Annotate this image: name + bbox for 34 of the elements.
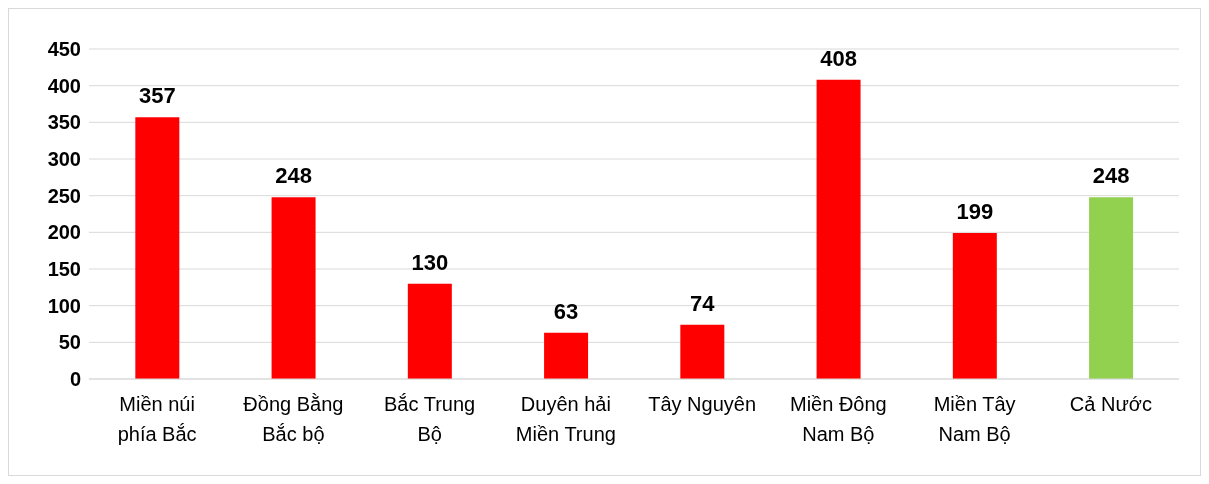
data-label: 248	[275, 163, 312, 189]
y-tick-label: 300	[47, 148, 81, 171]
bar	[135, 117, 180, 379]
y-tick-label: 350	[47, 111, 81, 134]
y-tick-label: 400	[47, 74, 81, 97]
y-tick-label: 0	[69, 368, 81, 391]
x-tick-label: Duyên hải Miền Trung	[515, 393, 616, 445]
bar	[680, 324, 725, 379]
bar	[271, 197, 316, 379]
x-tick-label: Miền Đông Nam Bộ	[790, 393, 887, 445]
y-tick-label: 250	[47, 184, 81, 207]
x-tick-label: Bắc Trung Bộ	[384, 393, 476, 445]
bar	[544, 332, 589, 379]
x-tick-label: Miền núi phía Bắc	[117, 393, 197, 445]
x-tick-label: Tây Nguyên	[648, 393, 757, 415]
y-tick-label: 450	[47, 38, 81, 61]
y-tick-label: 200	[47, 221, 81, 244]
data-label: 63	[553, 298, 579, 324]
y-tick-label: 50	[58, 331, 81, 354]
x-tick-label: Đồng Bằng Bắc bộ	[243, 393, 344, 445]
x-tick-label: Cả Nước	[1069, 393, 1152, 415]
bar	[952, 233, 997, 379]
data-label: 248	[1092, 163, 1130, 189]
data-label: 74	[690, 290, 716, 316]
x-tick-label: Miền Tây Nam Bộ	[933, 393, 1016, 445]
data-label: 408	[820, 45, 857, 71]
data-label: 130	[411, 249, 449, 275]
bar	[407, 283, 452, 379]
bar	[1089, 197, 1134, 379]
bar	[816, 79, 861, 379]
y-tick-label: 150	[47, 258, 81, 281]
data-label: 357	[138, 83, 176, 109]
data-label: 199	[956, 199, 994, 225]
y-tick-label: 100	[47, 294, 81, 317]
